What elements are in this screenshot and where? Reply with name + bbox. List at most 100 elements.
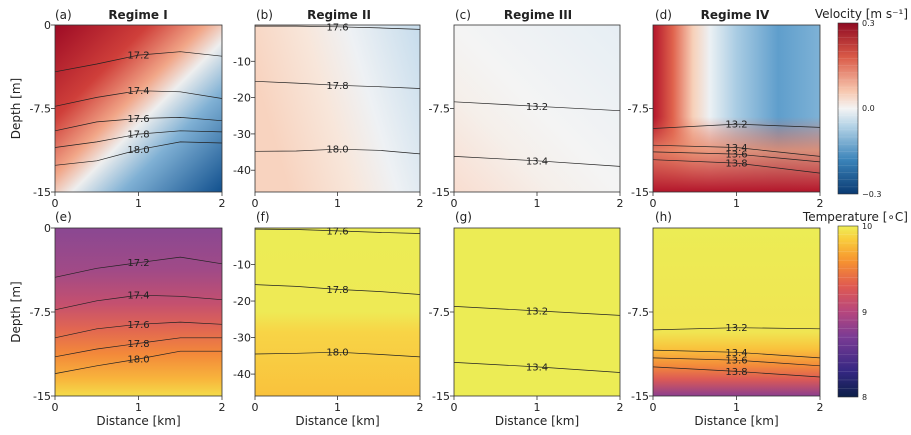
- panel-h-xlabel: Distance [km]: [694, 414, 778, 428]
- panel-c-contour-0: [453, 101, 621, 112]
- panel-g: 13.2 13.4 (g): [453, 210, 621, 397]
- panel-c-contour-label-0: 13.2: [526, 102, 548, 113]
- panel-b-ytick-label-3: -40: [233, 164, 251, 177]
- panel-c-xtick-label-1: 1: [534, 197, 541, 210]
- panel-e-contour-3: [54, 337, 222, 358]
- panel-b-contour-2: [254, 148, 421, 155]
- panel-d-xtick-label-2: 2: [817, 197, 824, 210]
- temperature-colorbar-tick-mid: 9: [862, 308, 867, 317]
- temperature-colorbar-tick-top: 10: [862, 222, 872, 231]
- panel-e-ytick-label-0: 0: [44, 222, 51, 235]
- panel-e-contours: 17.2 17.4 17.6 17.8 18.0: [54, 256, 223, 374]
- panel-g-contour-label-0: 13.2: [526, 306, 548, 317]
- panel-f-contour-label-0: 17.6: [326, 226, 348, 237]
- panel-h-contour-2: [652, 357, 821, 367]
- panel-d-contour-2: [652, 151, 821, 163]
- panel-b-title: Regime II: [307, 8, 371, 22]
- panel-b-ytick-label-2: -30: [233, 128, 251, 141]
- panel-e-ytick-label-2: -15: [33, 390, 51, 403]
- panel-a-ytick-label-1: -7.5: [30, 103, 51, 116]
- panel-h-ytick-label-0: -7.5: [628, 306, 649, 319]
- panel-h-field: [653, 228, 820, 396]
- panel-c-contour-label-1: 13.4: [526, 156, 548, 167]
- panel-h-xtick-label-0: 0: [650, 401, 657, 414]
- panel-b-contour-label-2: 18.0: [326, 145, 348, 156]
- panel-f-contour-0: [254, 228, 421, 234]
- panel-f-ytick-label-1: -20: [233, 295, 251, 308]
- panel-c-label: (c): [455, 8, 471, 22]
- panel-e-contour-label-1: 17.4: [127, 291, 149, 302]
- panel-b-ytick-label-0: -10: [233, 55, 251, 68]
- panel-h-contour-1: [652, 349, 821, 359]
- panel-g-field: [454, 228, 620, 396]
- panel-g-ytick-label-0: -7.5: [429, 306, 450, 319]
- panel-e-contour-2: [54, 321, 223, 339]
- panel-h: 13.2 13.413.613.8 (h): [652, 210, 821, 397]
- panel-d-contours: 13.2 13.413.613.8: [652, 120, 821, 174]
- velocity-colorbar-steps: [838, 29, 858, 188]
- panel-a-contour-2: [54, 117, 223, 132]
- panel-a-xtick-label-1: 1: [135, 197, 142, 210]
- panel-f-contour-1: [254, 284, 421, 295]
- panel-a-xtick-label-2: 2: [219, 197, 226, 210]
- panel-d-contour-3: [652, 159, 821, 174]
- panel-d-title: Regime IV: [701, 8, 770, 22]
- panel-e-ytick-label-1: -7.5: [30, 306, 51, 319]
- axes-layer: 0 1 2 0 -7.5 -15 Depth [m] 0 1 2 -10 -20 -30 -40 0 1 2 -7…: [9, 19, 824, 428]
- panel-f-label: (f): [256, 210, 270, 224]
- panel-a-contours: 17.2 17.4 17.6 17.8 18.0: [54, 51, 223, 166]
- panel-d-field-bottom: [653, 25, 820, 192]
- panel-f: 17.6 17.8 18.0 (f): [254, 210, 421, 397]
- panel-c-xtick-label-2: 2: [617, 197, 624, 210]
- panel-f-xtick-label-1: 1: [334, 401, 341, 414]
- panel-g-xtick-label-2: 2: [617, 401, 624, 414]
- panel-f-xlabel: Distance [km]: [295, 414, 379, 428]
- panel-a-contour-label-1: 17.4: [127, 86, 149, 97]
- panel-a-contour-4: [54, 141, 223, 166]
- velocity-colorbar-tick-top: 0.3: [862, 19, 875, 28]
- panel-d-xtick-label-1: 1: [733, 197, 740, 210]
- panel-d-xtick-label-0: 0: [650, 197, 657, 210]
- panel-d-contour-label-0: 13.2: [725, 120, 747, 131]
- panel-e-ylabel: Depth [m]: [9, 281, 23, 342]
- panel-c-ytick-label-1: -15: [432, 186, 450, 199]
- panel-h-ytick-label-1: -15: [631, 390, 649, 403]
- panel-e: 17.2 17.4 17.6 17.8 18.0 (e): [54, 210, 223, 397]
- velocity-colorbar-label: Velocity [m s⁻¹]: [815, 7, 908, 21]
- panel-a-contour-0: [54, 51, 223, 73]
- panel-d: 13.2 13.413.613.8 (d) Regime IV: [652, 8, 821, 193]
- velocity-colorbar-tick-bottom: −0.3: [862, 190, 881, 199]
- panel-f-ytick-label-3: -40: [233, 368, 251, 381]
- panel-b-ytick-label-1: -20: [233, 92, 251, 105]
- panel-a-field: [55, 25, 222, 192]
- panel-f-xtick-label-2: 2: [417, 401, 424, 414]
- temperature-colorbar-bar: [837, 225, 859, 398]
- velocity-colorbar-tick-mid: 0.0: [862, 104, 875, 113]
- panel-h-contour-label-3: 13.8: [725, 367, 747, 378]
- velocity-colorbar-bar: [837, 22, 859, 195]
- panel-e-contour-4: [54, 350, 222, 374]
- panel-e-contour-label-4: 18.0: [127, 355, 149, 366]
- temperature-colorbar-steps: [838, 234, 858, 389]
- panel-a-contour-label-0: 17.2: [127, 51, 149, 62]
- panel-e-xtick-label-0: 0: [52, 401, 59, 414]
- panel-e-xtick-label-1: 1: [135, 401, 142, 414]
- panel-b-xtick-label-0: 0: [252, 197, 259, 210]
- panel-e-contour-1: [54, 294, 223, 311]
- panel-e-field: [55, 228, 222, 396]
- panel-g-xtick-label-0: 0: [451, 401, 458, 414]
- velocity-colorbar: Velocity [m s⁻¹] 0.3 0.0 −0.3: [815, 7, 908, 199]
- panel-c-field: [454, 25, 620, 192]
- panel-c-title: Regime III: [504, 8, 572, 22]
- panel-a-contour-1: [54, 90, 223, 107]
- panel-d-contour-1: [652, 144, 821, 157]
- panel-h-contour-label-0: 13.2: [725, 323, 747, 334]
- panel-h-contour-3: [652, 366, 821, 378]
- panel-g-contour-0: [453, 306, 621, 316]
- panel-f-contour-label-2: 18.0: [326, 348, 348, 359]
- panel-b: 17.6 17.8 18.0 (b) Regime II: [254, 8, 421, 193]
- panel-a-ylabel: Depth [m]: [9, 78, 23, 139]
- temperature-colorbar-label: Temperature [∘C]: [802, 210, 908, 224]
- panel-g-xtick-label-1: 1: [534, 401, 541, 414]
